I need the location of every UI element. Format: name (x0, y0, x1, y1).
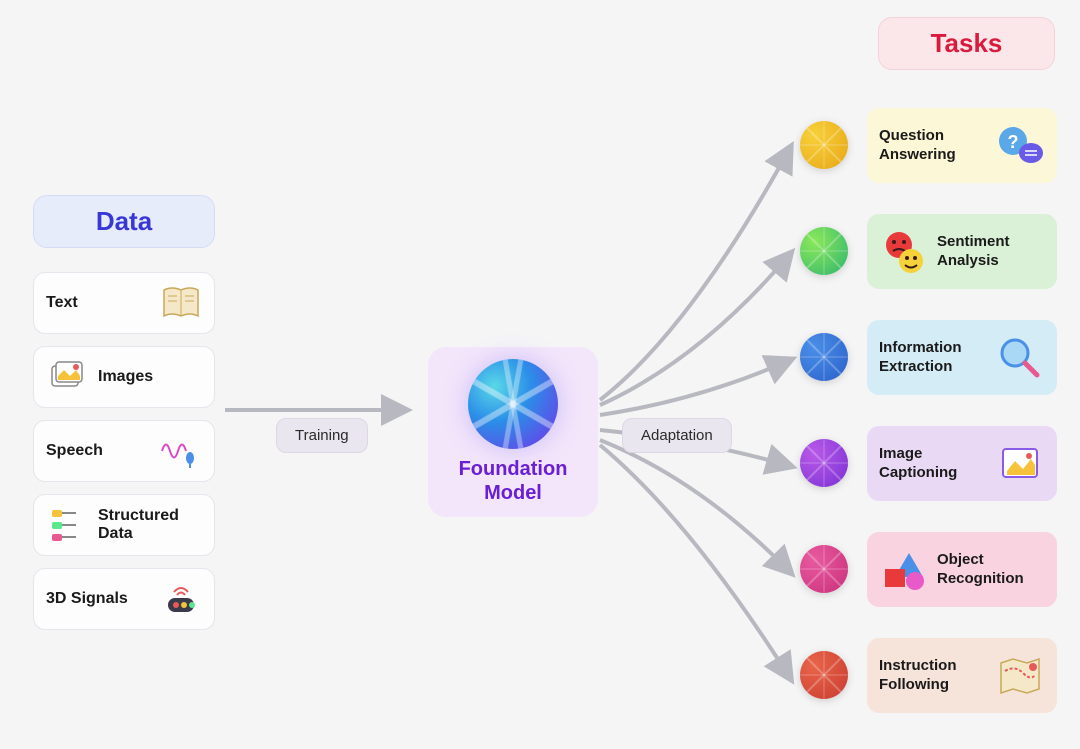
task-label: Question Answering (879, 127, 987, 165)
task-label: Sentiment Analysis (937, 233, 1045, 271)
foundation-model-title: Foundation Model (459, 457, 568, 505)
magnifier-icon (995, 333, 1045, 383)
foundation-model-box: Foundation Model (428, 347, 598, 517)
adaptation-pill: Adaptation (622, 418, 732, 453)
task-label: Information Extraction (879, 339, 987, 377)
task-label: Image Captioning (879, 445, 987, 483)
sentiment-icon (879, 227, 929, 277)
task-instruction: Instruction Following (867, 638, 1057, 713)
structured-icon (46, 504, 88, 546)
shapes-icon (879, 545, 929, 595)
task-label: Instruction Following (879, 657, 987, 695)
task-orb-info (800, 333, 848, 381)
task-orb-object (800, 545, 848, 593)
data-item-label: 3D Signals (46, 590, 128, 608)
images-icon (46, 356, 88, 398)
data-item-speech: Speech (33, 420, 215, 482)
data-item-label: Images (98, 368, 153, 386)
data-header: Data (33, 195, 215, 248)
task-label: Object Recognition (937, 551, 1045, 589)
data-item-images: Images (33, 346, 215, 408)
data-item-text: Text (33, 272, 215, 334)
signals-icon (160, 578, 202, 620)
task-orb-caption (800, 439, 848, 487)
task-orb-sentiment (800, 227, 848, 275)
speech-icon (160, 430, 202, 472)
tasks-header: Tasks (878, 17, 1055, 70)
image-icon (995, 439, 1045, 489)
data-item-3dsignals: 3D Signals (33, 568, 215, 630)
task-orb-instruction (800, 651, 848, 699)
task-caption: Image Captioning (867, 426, 1057, 501)
training-pill: Training (276, 418, 368, 453)
foundation-orb-icon (468, 359, 558, 449)
svg-text:?: ? (1008, 132, 1019, 152)
data-item-structured: Structured Data (33, 494, 215, 556)
data-item-label: Speech (46, 442, 103, 460)
data-item-label: Text (46, 294, 78, 312)
task-orb-qa (800, 121, 848, 169)
map-icon (995, 651, 1045, 701)
qa-icon: ? (995, 121, 1045, 171)
task-qa: Question Answering ? (867, 108, 1057, 183)
task-sentiment: Sentiment Analysis (867, 214, 1057, 289)
task-object: Object Recognition (867, 532, 1057, 607)
data-item-label: Structured Data (98, 507, 202, 544)
book-icon (160, 282, 202, 324)
task-info: Information Extraction (867, 320, 1057, 395)
